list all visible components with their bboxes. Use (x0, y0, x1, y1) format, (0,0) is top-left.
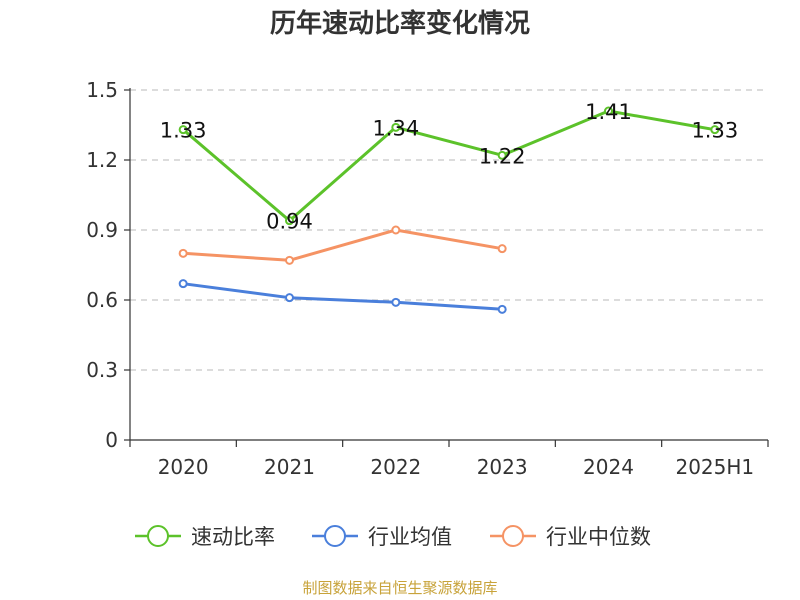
data-point (285, 293, 294, 303)
data-label: 1.33 (691, 119, 738, 143)
x-tick-label: 2025H1 (675, 455, 754, 479)
data-label: 1.33 (160, 119, 207, 143)
data-point (497, 244, 507, 254)
data-label: 1.22 (479, 144, 526, 168)
legend-label: 速动比率 (191, 525, 275, 549)
data-label: 0.94 (266, 210, 313, 234)
data-point (178, 248, 188, 258)
legend: 速动比率 行业均值 行业中位数 (135, 525, 651, 549)
grid-layer (130, 89, 768, 371)
legend-item-0: 速动比率 (135, 525, 275, 549)
footer-source: 制图数据来自恒生聚源数据库 (302, 579, 498, 597)
y-tick-label: 1.2 (86, 148, 118, 172)
series-layer (178, 106, 720, 314)
legend-label: 行业中位数 (546, 525, 651, 549)
data-label: 1.34 (372, 116, 419, 140)
data-point (391, 122, 401, 132)
legend-swatch-marker (147, 525, 169, 547)
data-point (497, 304, 507, 314)
label-layer: 1.33 0.94 1.34 1.22 1.41 1.33 (160, 100, 738, 234)
series-line-2 (183, 228, 503, 262)
y-tick-label: 1.5 (86, 78, 118, 102)
legend-item-2: 行业中位数 (490, 525, 651, 549)
data-point (604, 106, 613, 116)
data-point (178, 279, 188, 289)
y-tick-label: 0.3 (86, 358, 118, 382)
x-tick-label: 2022 (370, 455, 421, 479)
data-label: 1.41 (585, 100, 632, 124)
data-point (285, 216, 294, 226)
legend-swatch-marker (502, 525, 524, 547)
data-point (391, 225, 401, 235)
x-tick-label: 2020 (158, 455, 209, 479)
legend-swatch-marker (324, 525, 346, 547)
data-point (710, 125, 720, 135)
x-tick-label: 2024 (583, 455, 634, 479)
x-tick-label: 2021 (264, 455, 315, 479)
data-point (497, 150, 507, 160)
y-tick-label: 0 (105, 428, 118, 452)
data-point (285, 255, 294, 265)
legend-item-1: 行业均值 (312, 525, 452, 549)
chart-title: 历年速动比率变化情况 (269, 9, 530, 39)
data-point (178, 125, 188, 135)
y-tick-label: 0.6 (86, 288, 118, 312)
x-tick-label: 2023 (477, 455, 528, 479)
axis-layer: 0 0.3 0.6 0.9 1.2 1.5 2020 2021 2022 2023 2024 2025… (86, 78, 769, 479)
series-line-0 (182, 109, 716, 223)
legend-label: 行业均值 (368, 525, 452, 549)
y-tick-label: 0.9 (86, 218, 118, 242)
data-point (391, 297, 401, 307)
series-line-1 (183, 282, 503, 311)
